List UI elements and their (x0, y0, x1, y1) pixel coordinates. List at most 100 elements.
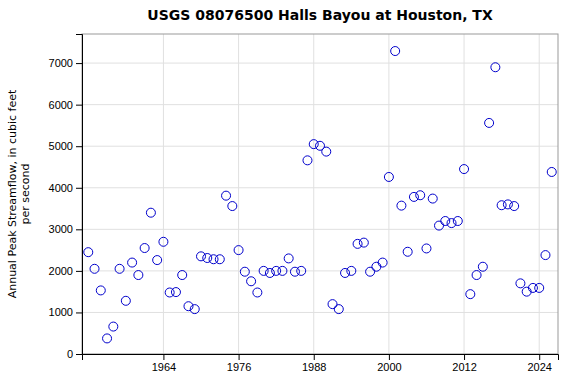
tick: 1000 (49, 306, 82, 318)
tick-mark (163, 354, 164, 360)
point (153, 256, 162, 265)
tick-mark (239, 354, 240, 360)
tick-label: 1000 (49, 306, 73, 318)
point (478, 262, 487, 271)
grid-line (82, 104, 558, 105)
grid-line (82, 146, 558, 147)
point (409, 192, 418, 201)
point (403, 247, 412, 256)
point (228, 202, 237, 211)
grid-line (82, 187, 558, 188)
point (84, 248, 93, 257)
point (121, 296, 130, 305)
grid-line (82, 312, 558, 313)
title: USGS 08076500 Halls Bayou at Houston, TX (147, 7, 493, 23)
point (128, 258, 137, 267)
tick-mark (464, 354, 465, 360)
point (341, 268, 350, 277)
tick: 3000 (49, 223, 82, 235)
grid-line (82, 229, 558, 230)
grid (82, 34, 558, 354)
point (278, 266, 287, 275)
point (453, 217, 462, 226)
point (353, 239, 362, 248)
y-axis: 01000200030004000500060007000 (49, 35, 83, 361)
point (290, 267, 299, 276)
point (416, 191, 425, 200)
point (178, 271, 187, 280)
tick-mark (314, 354, 315, 360)
point (485, 118, 494, 127)
point (303, 156, 312, 165)
point (435, 221, 444, 230)
tick-label: 0 (67, 348, 73, 360)
grid-line (464, 34, 465, 354)
tick-mark (76, 229, 82, 230)
point (134, 271, 143, 280)
tick-mark (389, 354, 390, 360)
y-axis-title: Annual Peak Streamflow, in cubic feetper… (6, 89, 32, 298)
tick-mark (76, 312, 82, 313)
tick-mark (76, 63, 82, 64)
tick-mark (76, 188, 82, 189)
tick-label: 4000 (49, 182, 73, 194)
point (103, 334, 112, 343)
tick-label: 2000 (377, 361, 401, 373)
tick-label: 1964 (152, 361, 176, 373)
point (497, 201, 506, 210)
grid-line (163, 34, 164, 354)
point (328, 300, 337, 309)
tick: 2012 (452, 354, 476, 373)
point (190, 305, 199, 314)
point (366, 267, 375, 276)
tick: 1976 (227, 354, 251, 373)
point (541, 251, 550, 260)
tick: 5000 (49, 140, 82, 152)
plot: 1964197619882000201220240100020003000400… (49, 34, 559, 373)
tick-mark (76, 354, 82, 355)
tick: 4000 (49, 182, 82, 194)
tick-label: 2012 (452, 361, 476, 373)
tick-label: 3000 (49, 223, 73, 235)
point (378, 258, 387, 267)
point (384, 172, 393, 181)
point (234, 246, 243, 255)
tick-mark (76, 146, 82, 147)
point (466, 290, 475, 299)
tick-label: 5000 (49, 140, 73, 152)
tick-mark (76, 271, 82, 272)
point (109, 322, 118, 331)
tick: 6000 (49, 99, 82, 111)
point (140, 244, 149, 253)
point (215, 255, 224, 264)
point (115, 264, 124, 273)
tick-mark (76, 105, 82, 106)
point (516, 279, 525, 288)
grid-line (539, 34, 540, 354)
point (547, 167, 556, 176)
grid-line (238, 34, 239, 354)
point (472, 271, 481, 280)
grid-line (313, 34, 314, 354)
point (428, 194, 437, 203)
point (347, 266, 356, 275)
point (284, 254, 293, 263)
x-axis: 196419761988200020122024 (83, 354, 559, 373)
point (146, 208, 155, 217)
point (372, 262, 381, 271)
point (422, 244, 431, 253)
points (84, 47, 556, 343)
point (309, 140, 318, 149)
axis-line (76, 35, 83, 355)
point (491, 63, 500, 72)
point (265, 268, 274, 277)
point (391, 47, 400, 56)
point (197, 252, 206, 261)
point (535, 283, 544, 292)
point (259, 266, 268, 275)
grid-line (82, 63, 558, 64)
tick: 0 (67, 348, 82, 360)
grid-line (82, 270, 558, 271)
point (322, 147, 331, 156)
grid-line (388, 34, 389, 354)
